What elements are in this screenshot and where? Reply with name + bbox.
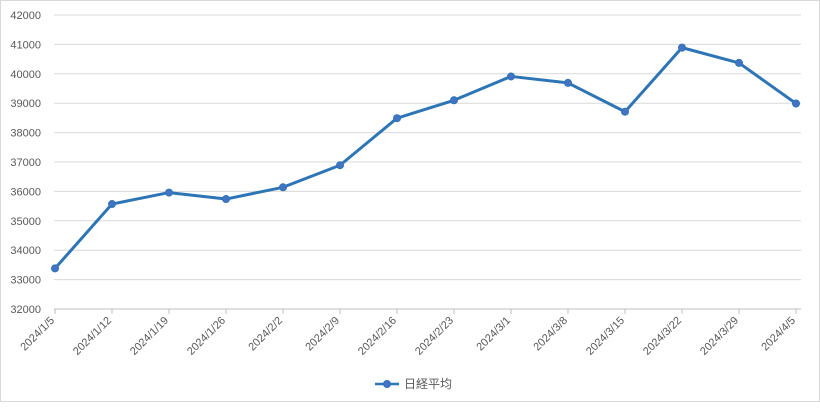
legend-point-marker [383, 380, 391, 388]
y-tick-label: 32000 [10, 304, 41, 316]
x-tick-label: 2024/2/23 [413, 315, 456, 358]
y-tick-label: 36000 [10, 186, 41, 198]
data-point [450, 96, 458, 105]
data-point [165, 188, 173, 197]
x-tick-label: 2024/3/15 [584, 315, 627, 358]
data-point [678, 43, 686, 52]
x-tick-label: 2024/1/12 [71, 315, 114, 358]
data-point [336, 161, 344, 170]
x-axis-tick-labels: 2024/1/5 2024/1/12 2024/1/19 2024/1/26 2024/… [18, 315, 798, 358]
y-tick-label: 42000 [10, 10, 41, 22]
data-point [621, 107, 629, 116]
x-tick-label: 2024/2/2 [246, 315, 285, 354]
x-tick-label: 2024/1/26 [185, 315, 228, 358]
y-tick-label: 39000 [10, 98, 41, 110]
legend[interactable]: 日経平均 [375, 377, 452, 391]
data-point [393, 114, 401, 123]
x-tick-label: 2024/4/5 [759, 315, 798, 354]
y-tick-label: 40000 [10, 69, 41, 81]
data-point [51, 264, 59, 273]
gridlines [54, 14, 801, 310]
y-tick-label: 38000 [10, 128, 41, 140]
y-tick-label: 41000 [10, 39, 41, 51]
x-tick-label: 2024/1/5 [18, 315, 57, 354]
data-point [222, 195, 230, 204]
x-tick-label: 2024/2/9 [303, 315, 342, 354]
data-point [108, 200, 116, 209]
x-tick-label: 2024/3/29 [698, 315, 741, 358]
data-point [564, 78, 572, 87]
y-tick-label: 35000 [10, 216, 41, 228]
x-axis [54, 308, 801, 314]
x-tick-label: 2024/3/8 [531, 315, 570, 354]
y-tick-label: 37000 [10, 157, 41, 169]
y-axis-tick-labels: 32000 33000 34000 35000 36000 37000 38000 39000… [10, 10, 41, 316]
x-tick-label: 2024/3/22 [641, 315, 684, 358]
data-point [507, 72, 515, 81]
y-tick-label: 33000 [10, 275, 41, 287]
x-tick-label: 2024/1/19 [128, 315, 171, 358]
legend-series-label: 日経平均 [404, 377, 452, 391]
data-point [792, 99, 800, 108]
x-tick-label: 2024/3/1 [474, 315, 513, 354]
series-group [51, 43, 800, 273]
data-point [735, 58, 743, 67]
series-line [53, 46, 798, 270]
x-tick-label: 2024/2/16 [356, 315, 399, 358]
y-tick-label: 34000 [10, 245, 41, 257]
data-point [279, 183, 287, 192]
